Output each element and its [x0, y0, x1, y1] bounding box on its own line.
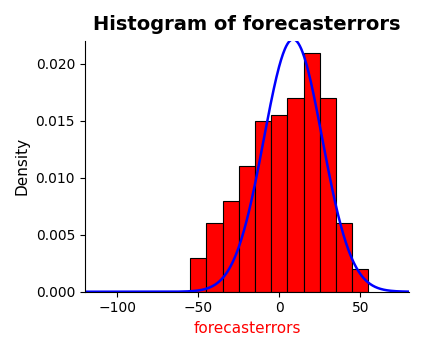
Bar: [320, 98, 336, 292]
X-axis label: forecasterrors: forecasterrors: [193, 321, 301, 336]
Bar: [271, 115, 287, 292]
Bar: [223, 200, 239, 292]
Bar: [336, 223, 352, 292]
Bar: [239, 166, 255, 292]
Bar: [255, 121, 271, 292]
Bar: [206, 223, 223, 292]
Bar: [287, 98, 304, 292]
Bar: [304, 53, 320, 292]
Bar: [190, 258, 206, 292]
Title: Histogram of forecasterrors: Histogram of forecasterrors: [93, 15, 401, 34]
Bar: [352, 269, 368, 292]
Y-axis label: Density: Density: [15, 137, 30, 196]
